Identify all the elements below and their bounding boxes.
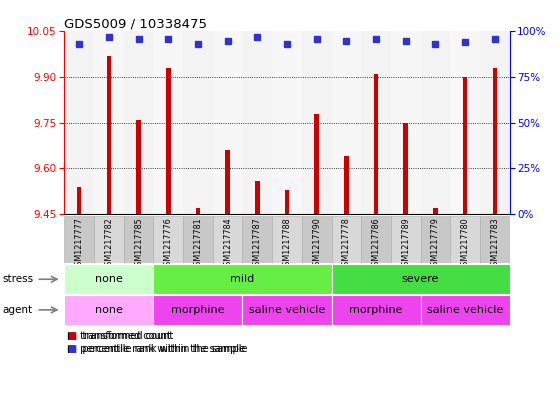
Bar (137, 120, 141, 214)
Text: saline vehicle: saline vehicle (249, 305, 325, 315)
Text: GSM1217785: GSM1217785 (134, 218, 143, 271)
Text: GSM1217783: GSM1217783 (490, 218, 500, 271)
Text: none: none (95, 274, 123, 284)
Bar (493, 68, 497, 214)
Bar (94, 216, 124, 263)
Bar (421, 31, 450, 214)
Bar (183, 31, 213, 214)
Text: GSM1217778: GSM1217778 (342, 218, 351, 271)
Bar (285, 190, 289, 214)
Text: ■  percentile rank within the sample: ■ percentile rank within the sample (67, 344, 248, 354)
Bar (153, 295, 242, 325)
Bar (77, 187, 81, 214)
Bar (344, 156, 348, 214)
Bar (361, 31, 391, 214)
Bar (213, 216, 242, 263)
Text: GSM1217787: GSM1217787 (253, 218, 262, 271)
Text: GDS5009 / 10338475: GDS5009 / 10338475 (64, 18, 207, 31)
Text: severe: severe (402, 274, 439, 284)
Text: ■: ■ (67, 331, 77, 342)
Text: stress: stress (3, 274, 34, 284)
Bar (450, 31, 480, 214)
Bar (404, 123, 408, 214)
Bar (463, 77, 467, 214)
Bar (242, 31, 272, 214)
Text: GSM1217777: GSM1217777 (74, 218, 84, 272)
Bar (433, 208, 437, 214)
Text: GSM1217780: GSM1217780 (460, 218, 470, 271)
Bar (272, 216, 302, 263)
Bar (302, 216, 332, 263)
Bar (196, 208, 200, 214)
Bar (361, 216, 391, 263)
Text: none: none (95, 305, 123, 315)
Bar (391, 216, 421, 263)
Bar (64, 295, 153, 325)
Text: morphine: morphine (171, 305, 225, 315)
Text: GSM1217782: GSM1217782 (104, 218, 114, 271)
Text: GSM1217776: GSM1217776 (164, 218, 173, 271)
Bar (124, 31, 153, 214)
Bar (255, 181, 259, 214)
Bar (374, 74, 378, 214)
Text: GSM1217784: GSM1217784 (223, 218, 232, 271)
Bar (391, 31, 421, 214)
Bar (315, 114, 319, 214)
Bar (242, 216, 272, 263)
Bar (107, 56, 111, 214)
Bar (421, 295, 510, 325)
Bar (480, 216, 510, 263)
Bar (332, 295, 421, 325)
Bar (332, 264, 510, 294)
Text: GSM1217788: GSM1217788 (282, 218, 292, 271)
Bar (272, 31, 302, 214)
Text: ■  transformed count: ■ transformed count (67, 331, 174, 342)
Bar (166, 68, 170, 214)
Bar (332, 31, 361, 214)
Bar (242, 295, 332, 325)
Text: GSM1217790: GSM1217790 (312, 218, 321, 271)
Text: GSM1217781: GSM1217781 (193, 218, 203, 271)
Bar (153, 31, 183, 214)
Bar (450, 216, 480, 263)
Bar (64, 264, 153, 294)
Bar (64, 216, 94, 263)
Bar (124, 216, 153, 263)
Text: GSM1217779: GSM1217779 (431, 218, 440, 272)
Text: saline vehicle: saline vehicle (427, 305, 503, 315)
Text: morphine: morphine (349, 305, 403, 315)
Bar (213, 31, 242, 214)
Text: GSM1217786: GSM1217786 (371, 218, 381, 271)
Text: ■: ■ (67, 344, 77, 354)
Text: GSM1217789: GSM1217789 (401, 218, 410, 271)
Text: transformed count: transformed count (77, 331, 171, 342)
Bar (480, 31, 510, 214)
Bar (226, 150, 230, 214)
Bar (332, 216, 361, 263)
Bar (94, 31, 124, 214)
Text: agent: agent (3, 305, 33, 315)
Bar (421, 216, 450, 263)
Bar (302, 31, 332, 214)
Text: mild: mild (230, 274, 255, 284)
Bar (183, 216, 213, 263)
Bar (153, 264, 332, 294)
Text: percentile rank within the sample: percentile rank within the sample (77, 344, 245, 354)
Bar (153, 216, 183, 263)
Bar (64, 31, 94, 214)
